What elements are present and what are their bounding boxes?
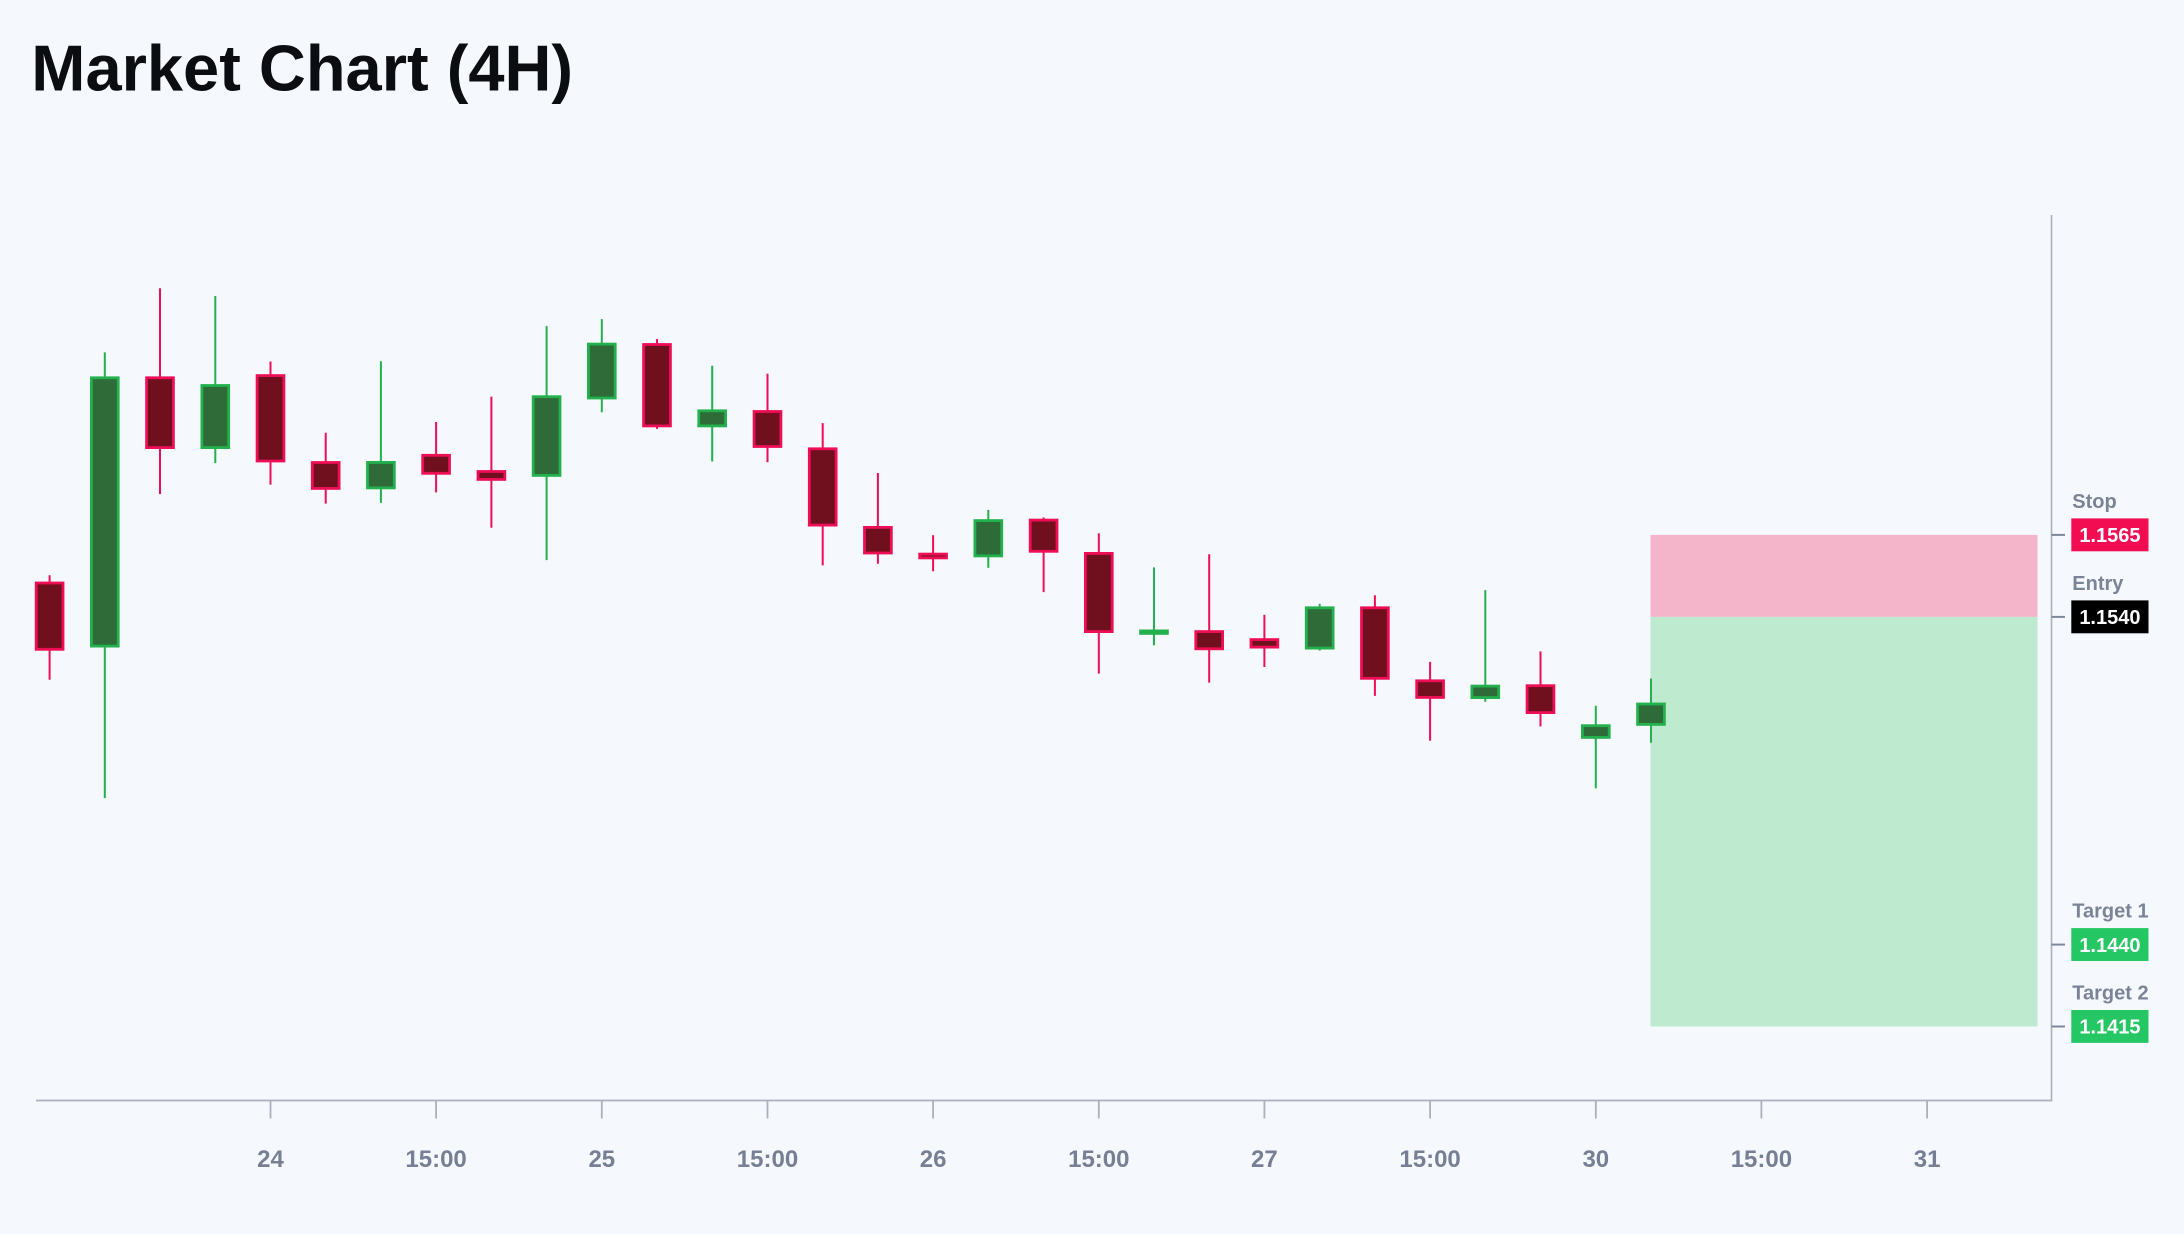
svg-text:Market Chart (4H): Market Chart (4H) <box>31 32 573 105</box>
svg-text:15:00: 15:00 <box>1068 1146 1129 1173</box>
svg-text:24: 24 <box>257 1146 284 1173</box>
svg-text:15:00: 15:00 <box>405 1146 466 1173</box>
svg-text:30: 30 <box>1582 1146 1609 1173</box>
svg-text:26: 26 <box>920 1146 947 1173</box>
svg-text:Entry: Entry <box>2072 573 2124 595</box>
svg-text:31: 31 <box>1914 1146 1941 1173</box>
svg-text:25: 25 <box>588 1146 615 1173</box>
svg-text:1.1540: 1.1540 <box>2079 607 2140 629</box>
svg-text:1.1415: 1.1415 <box>2079 1017 2140 1039</box>
svg-text:Stop: Stop <box>2072 491 2116 513</box>
svg-text:Target 1: Target 1 <box>2072 901 2148 923</box>
svg-text:1.1440: 1.1440 <box>2079 935 2140 957</box>
svg-text:Target 2: Target 2 <box>2072 983 2148 1005</box>
svg-text:27: 27 <box>1251 1146 1278 1173</box>
svg-text:1.1565: 1.1565 <box>2079 525 2140 547</box>
svg-text:15:00: 15:00 <box>1731 1146 1792 1173</box>
svg-text:15:00: 15:00 <box>1399 1146 1460 1173</box>
svg-text:15:00: 15:00 <box>737 1146 798 1173</box>
